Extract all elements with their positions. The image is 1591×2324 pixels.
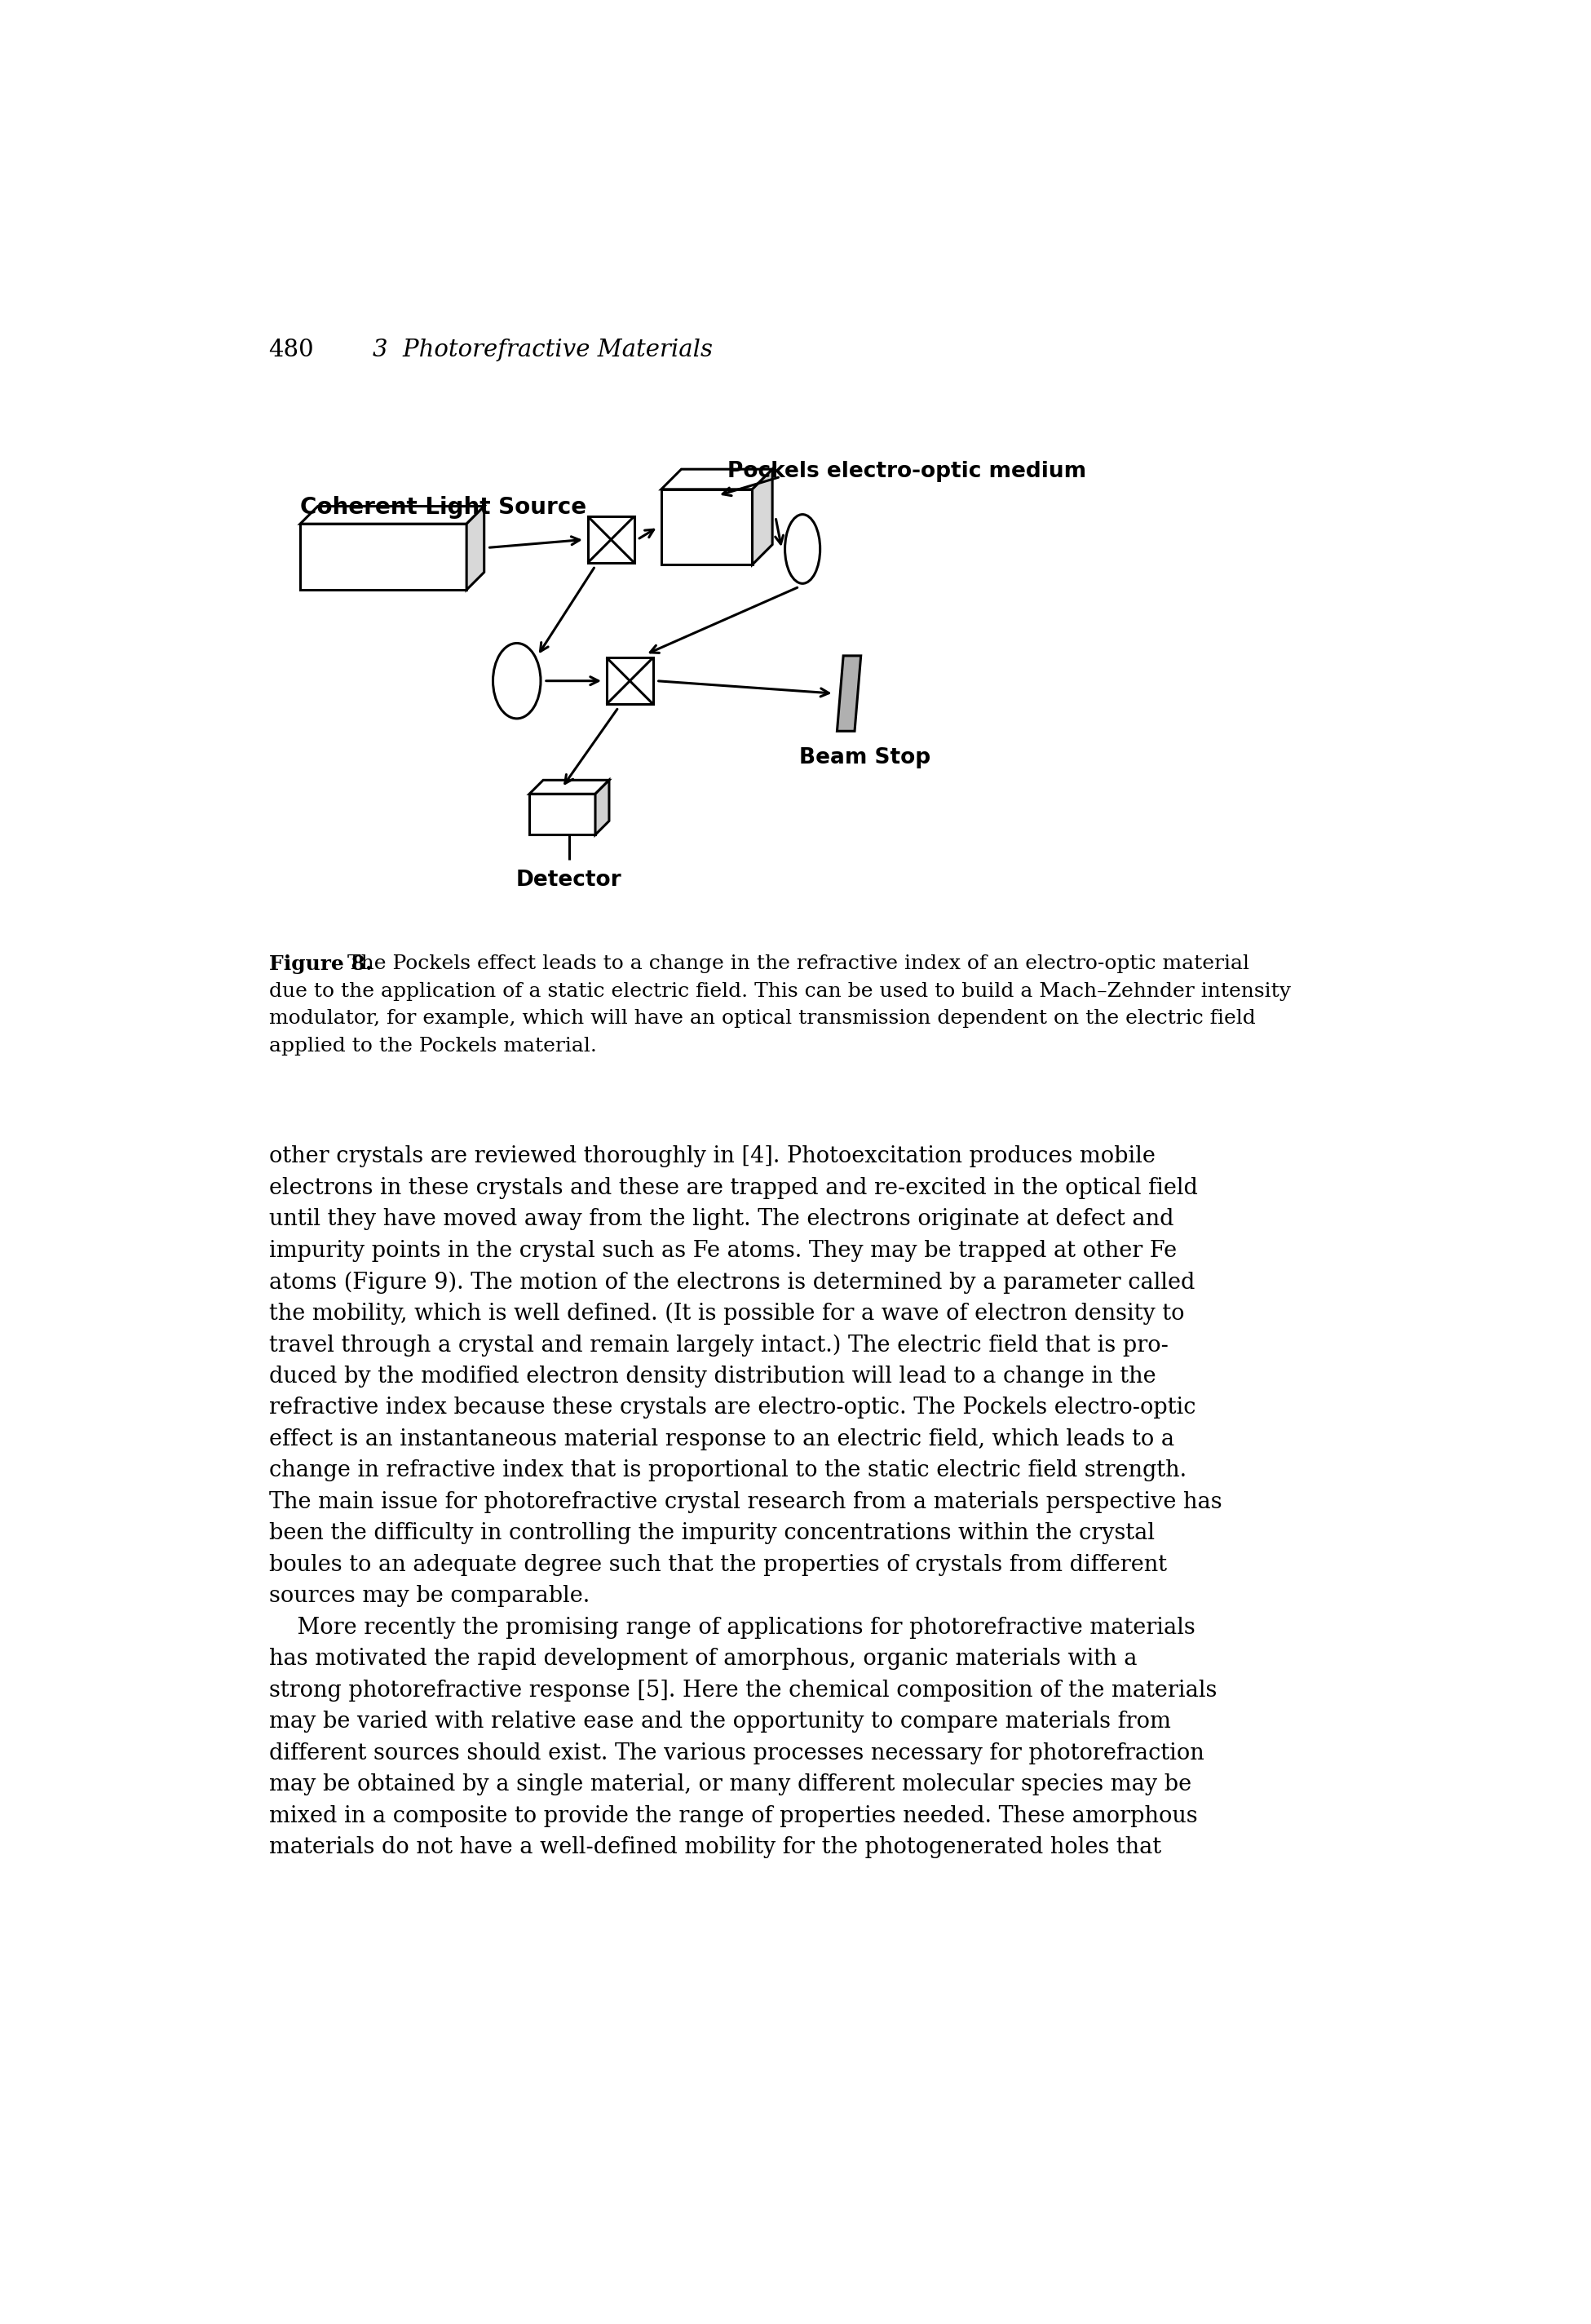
Text: atoms (Figure 9). The motion of the electrons is determined by a parameter calle: atoms (Figure 9). The motion of the elec…: [269, 1271, 1195, 1294]
Text: electrons in these crystals and these are trapped and re-excited in the optical : electrons in these crystals and these ar…: [269, 1176, 1198, 1199]
Polygon shape: [587, 516, 635, 562]
Text: been the difficulty in controlling the impurity concentrations within the crysta: been the difficulty in controlling the i…: [269, 1522, 1155, 1545]
Polygon shape: [753, 469, 772, 565]
Text: More recently the promising range of applications for photorefractive materials: More recently the promising range of app…: [269, 1618, 1195, 1638]
Text: 3  Photorefractive Materials: 3 Photorefractive Materials: [372, 339, 713, 363]
Text: other crystals are reviewed thoroughly in [4]. Photoexcitation produces mobile: other crystals are reviewed thoroughly i…: [269, 1146, 1155, 1167]
Text: Coherent Light Source: Coherent Light Source: [301, 495, 587, 518]
Polygon shape: [301, 523, 466, 590]
Text: Figure 8.: Figure 8.: [269, 955, 372, 974]
Polygon shape: [662, 469, 772, 490]
Polygon shape: [837, 655, 861, 732]
Text: different sources should exist. The various processes necessary for photorefract: different sources should exist. The vari…: [269, 1743, 1204, 1764]
Polygon shape: [301, 507, 484, 523]
Text: refractive index because these crystals are electro-optic. The Pockels electro-o: refractive index because these crystals …: [269, 1397, 1195, 1420]
Text: strong photorefractive response [5]. Here the chemical composition of the materi: strong photorefractive response [5]. Her…: [269, 1680, 1217, 1701]
Text: change in refractive index that is proportional to the static electric field str: change in refractive index that is propo…: [269, 1459, 1187, 1483]
Text: The Pockels effect leads to a change in the refractive index of an electro-optic: The Pockels effect leads to a change in …: [340, 955, 1249, 974]
Text: Beam Stop: Beam Stop: [799, 746, 931, 767]
Text: Pockels electro-optic medium: Pockels electro-optic medium: [727, 460, 1087, 483]
Text: the mobility, which is well defined. (It is possible for a wave of electron dens: the mobility, which is well defined. (It…: [269, 1304, 1184, 1325]
Text: materials do not have a well-defined mobility for the photogenerated holes that: materials do not have a well-defined mob…: [269, 1836, 1161, 1859]
Text: duced by the modified electron density distribution will lead to a change in the: duced by the modified electron density d…: [269, 1367, 1155, 1387]
Polygon shape: [595, 781, 609, 834]
Text: modulator, for example, which will have an optical transmission dependent on the: modulator, for example, which will have …: [269, 1009, 1255, 1027]
Text: applied to the Pockels material.: applied to the Pockels material.: [269, 1037, 597, 1055]
Text: boules to an adequate degree such that the properties of crystals from different: boules to an adequate degree such that t…: [269, 1555, 1166, 1576]
Polygon shape: [466, 507, 484, 590]
Polygon shape: [606, 658, 652, 704]
Text: due to the application of a static electric field. This can be used to build a M: due to the application of a static elect…: [269, 981, 1290, 1002]
Text: mixed in a composite to provide the range of properties needed. These amorphous: mixed in a composite to provide the rang…: [269, 1806, 1198, 1827]
Text: 480: 480: [269, 339, 313, 363]
Polygon shape: [530, 781, 609, 795]
Text: may be varied with relative ease and the opportunity to compare materials from: may be varied with relative ease and the…: [269, 1710, 1171, 1734]
Ellipse shape: [493, 644, 541, 718]
Text: impurity points in the crystal such as Fe atoms. They may be trapped at other Fe: impurity points in the crystal such as F…: [269, 1241, 1176, 1262]
Polygon shape: [662, 490, 753, 565]
Text: travel through a crystal and remain largely intact.) The electric field that is : travel through a crystal and remain larg…: [269, 1334, 1168, 1357]
Text: The main issue for photorefractive crystal research from a materials perspective: The main issue for photorefractive cryst…: [269, 1492, 1222, 1513]
Text: has motivated the rapid development of amorphous, organic materials with a: has motivated the rapid development of a…: [269, 1648, 1138, 1671]
Text: may be obtained by a single material, or many different molecular species may be: may be obtained by a single material, or…: [269, 1773, 1192, 1796]
Polygon shape: [530, 795, 595, 834]
Ellipse shape: [784, 514, 819, 583]
Text: until they have moved away from the light. The electrons originate at defect and: until they have moved away from the ligh…: [269, 1208, 1174, 1229]
Text: Detector: Detector: [515, 869, 622, 890]
Text: effect is an instantaneous material response to an electric field, which leads t: effect is an instantaneous material resp…: [269, 1429, 1174, 1450]
Text: sources may be comparable.: sources may be comparable.: [269, 1585, 590, 1608]
